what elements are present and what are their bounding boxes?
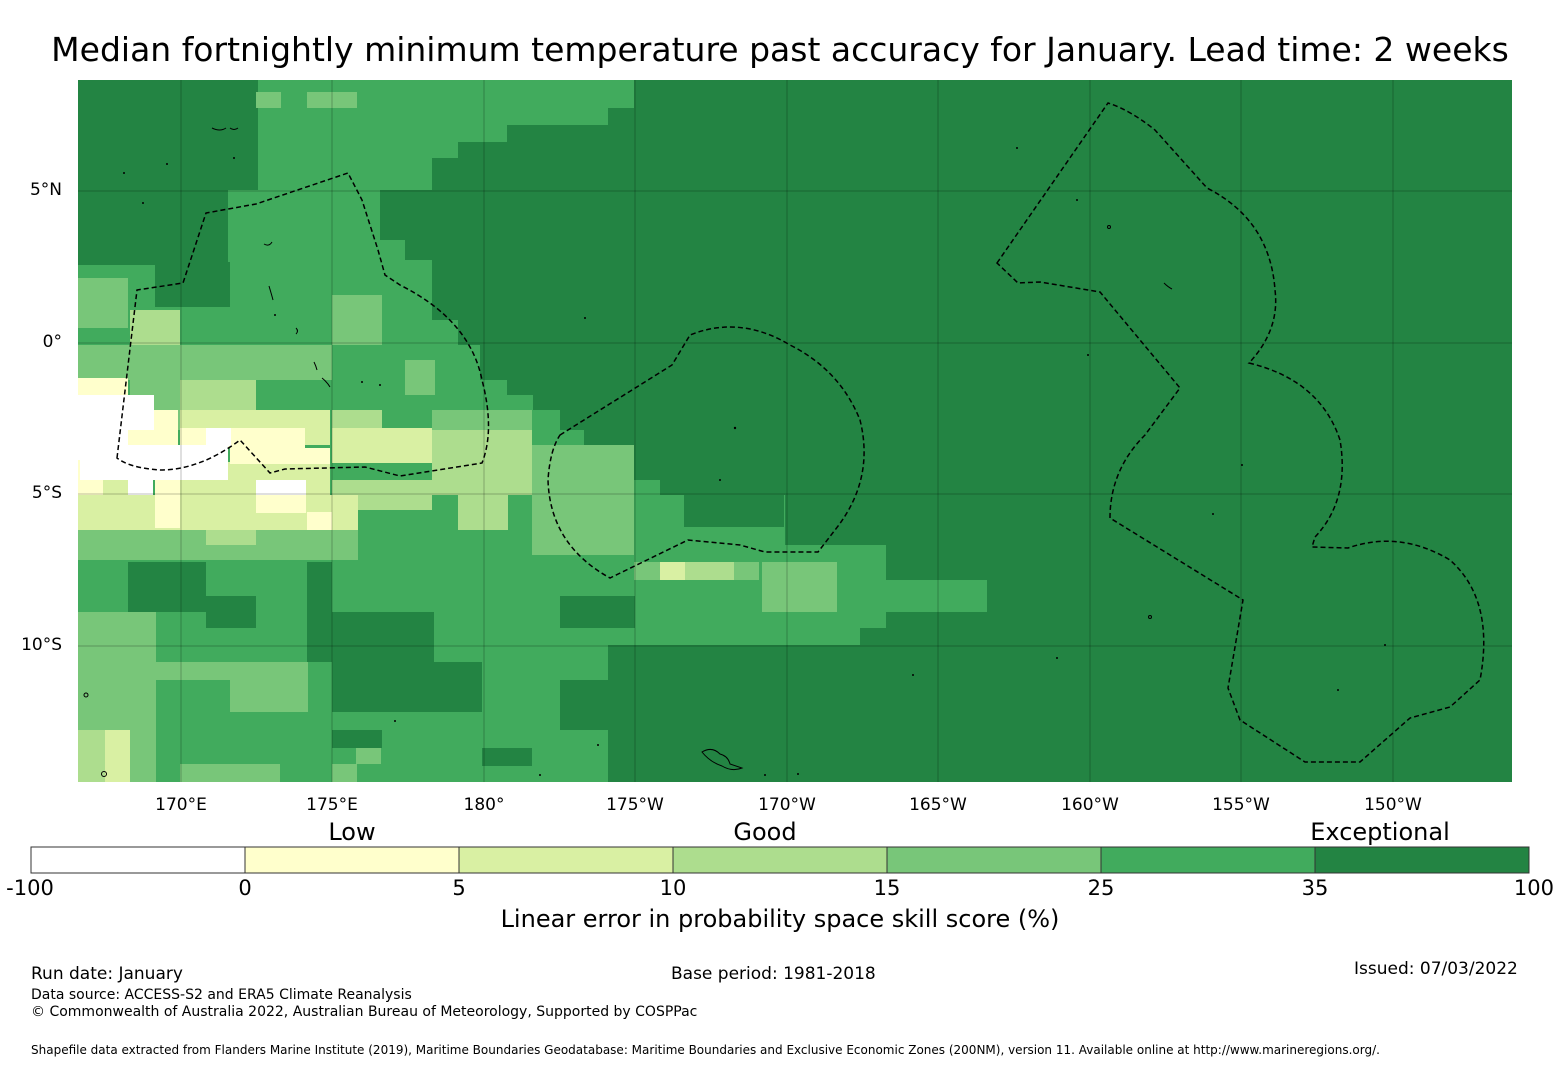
- colorbar-title: Linear error in probability space skill …: [500, 905, 1060, 933]
- lon-label-180: 180°: [463, 795, 505, 815]
- colorbar-bin-15-25: [886, 846, 1102, 874]
- lon-label-150w: 150°W: [1364, 795, 1422, 815]
- graticule: [78, 80, 1512, 782]
- eez-boundaries: [116, 102, 1485, 763]
- base-period: Base period: 1981-2018: [671, 964, 876, 984]
- colorbar-tick: 0: [238, 876, 252, 900]
- colorbar-tick: 10: [659, 876, 687, 900]
- lon-label-175w: 175°W: [606, 795, 664, 815]
- colorbar-bin-35-100: [1314, 846, 1530, 874]
- lon-label-170w: 170°W: [758, 795, 816, 815]
- colorbar-tick: 100: [1513, 876, 1554, 900]
- colorbar-bin-0-5: [244, 846, 460, 874]
- data-source: Data source: ACCESS-S2 and ERA5 Climate …: [31, 987, 412, 1003]
- lon-label-160w: 160°W: [1061, 795, 1119, 815]
- eez-kiribati-gilbert: [116, 172, 490, 477]
- skill-patch-dark: [608, 645, 634, 782]
- legend-category-good: Good: [733, 818, 797, 846]
- skill-field: [78, 80, 1512, 782]
- lon-label-155w: 155°W: [1212, 795, 1270, 815]
- eez-tokelau: [547, 326, 865, 579]
- colorbar-bin--100-0: [30, 846, 246, 874]
- skill-patch-dark: [560, 596, 635, 628]
- issued-date: Issued: 07/03/2022: [1354, 959, 1518, 979]
- skill-patch-dark: [155, 262, 230, 307]
- coastlines: [83, 127, 1173, 777]
- legend-category-low: Low: [328, 818, 376, 846]
- skill-region-25-35: [78, 80, 987, 782]
- map-title: Median fortnightly minimum temperature p…: [51, 30, 1509, 69]
- lat-label-10s: 10°S: [21, 635, 62, 655]
- colorbar-tick: -100: [6, 876, 54, 900]
- colorbar-tick: 35: [1301, 876, 1329, 900]
- colorbar-tick: 5: [452, 876, 466, 900]
- lat-label-5n: 5°N: [29, 180, 62, 200]
- colorbar-tick: 25: [1087, 876, 1115, 900]
- colorbar-bin-10-15: [672, 846, 888, 874]
- skill-patch-dark: [78, 190, 228, 265]
- skill-patch-dark: [332, 662, 482, 712]
- colorbar-tick: 15: [873, 876, 901, 900]
- run-date: Run date: January: [31, 964, 183, 984]
- eez-kiribati-line: [996, 102, 1485, 763]
- skill-region-negative: [78, 395, 306, 495]
- colorbar-bin-5-10: [458, 846, 674, 874]
- skill-region-15-25: [78, 92, 837, 782]
- lat-label-0: 0°: [42, 332, 62, 352]
- lat-label-5s: 5°S: [31, 483, 62, 503]
- skill-patch-dark: [78, 80, 258, 190]
- copyright: © Commonwealth of Australia 2022, Austra…: [31, 1004, 698, 1020]
- skill-patch-dark: [482, 748, 532, 766]
- colorbar-bin-25-35: [1100, 846, 1316, 874]
- skill-patch-dark: [128, 562, 206, 612]
- atolls: [123, 147, 1386, 776]
- skill-patch-dark: [307, 562, 332, 612]
- skill-patch-dark: [332, 730, 382, 748]
- legend-category-exceptional: Exceptional: [1310, 818, 1450, 846]
- lon-label-175e: 175°E: [306, 795, 358, 815]
- skill-patch-dark: [206, 596, 256, 628]
- colorbar: [30, 846, 1530, 874]
- lon-label-165w: 165°W: [909, 795, 967, 815]
- lon-label-170e: 170°E: [155, 795, 207, 815]
- skill-patch-dark: [307, 612, 434, 662]
- shapefile-credit: Shapefile data extracted from Flanders M…: [31, 1043, 1380, 1057]
- skill-patch-dark: [684, 495, 784, 527]
